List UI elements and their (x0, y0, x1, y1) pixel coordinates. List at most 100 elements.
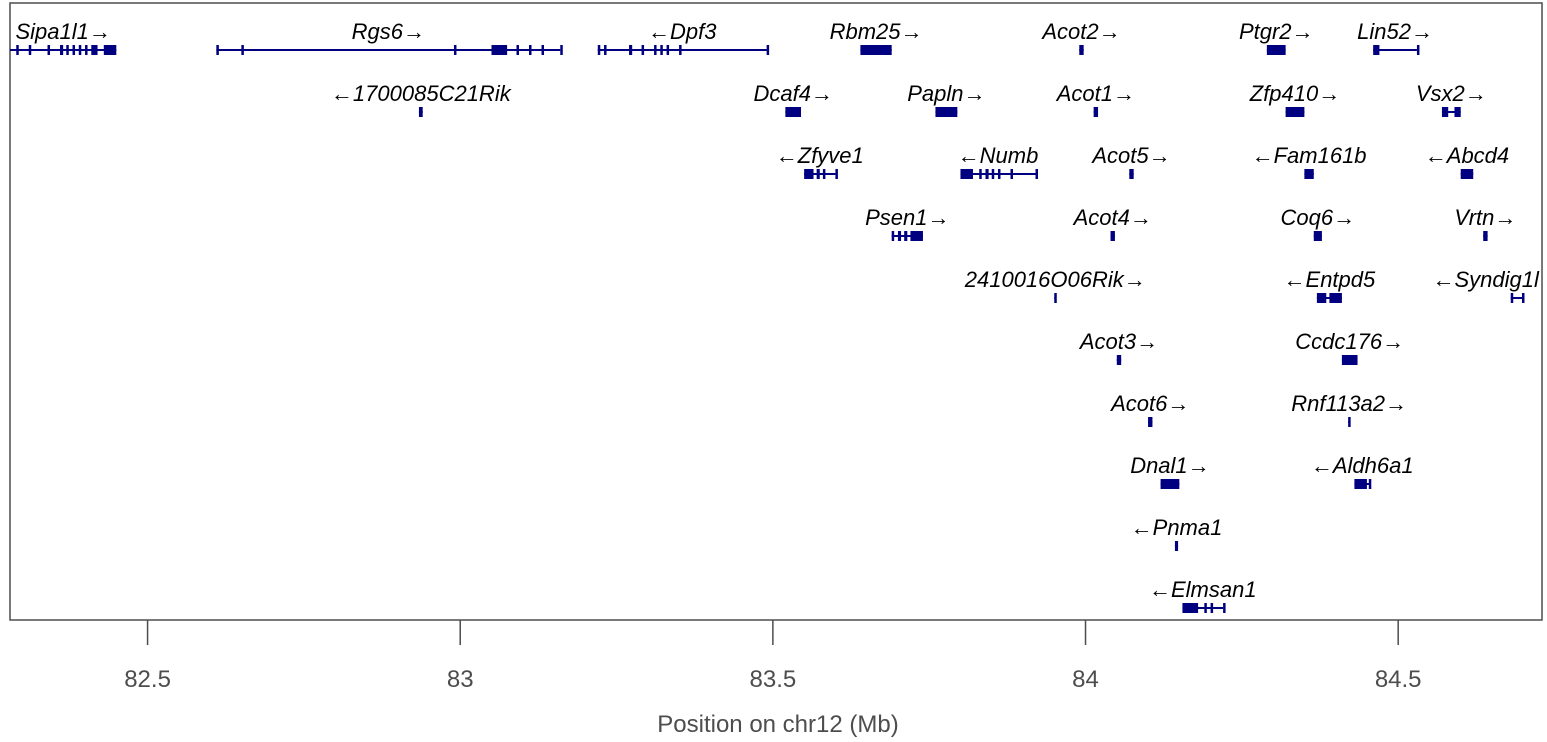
x-axis-title: Position on chr12 (Mb) (657, 711, 898, 738)
gene-acot1: Acot1→ (1055, 81, 1135, 117)
gene-psen1: Psen1→ (865, 205, 950, 241)
exon-mark (816, 169, 820, 179)
exon-mark (28, 45, 32, 55)
exon-mark (103, 45, 117, 55)
exon-mark (1093, 107, 1099, 117)
gene-label: ←Abcd4 (1425, 143, 1509, 168)
exon-mark (47, 45, 51, 55)
exon-mark (560, 45, 563, 55)
gene-ptgr2: Ptgr2→ (1239, 19, 1314, 55)
exon-mark (1110, 231, 1115, 241)
exon-mark (666, 45, 670, 55)
gene-label: ←Syndig1l (1432, 267, 1540, 292)
gene-rgs6: Rgs6→ (216, 19, 563, 55)
gene-label: ←Numb (958, 143, 1039, 168)
gene-label: Ptgr2→ (1239, 19, 1314, 44)
exon-mark (60, 45, 64, 55)
exon-mark (1266, 45, 1286, 55)
gene-zfyve1: ←Zfyve1 (776, 143, 864, 179)
exon-mark (997, 169, 1001, 179)
exon-mark (216, 45, 219, 55)
gene-label: Acot2→ (1040, 19, 1120, 44)
exon-mark (66, 45, 69, 55)
exon-mark (979, 169, 982, 179)
exon-mark (766, 45, 770, 55)
gene-syndig1l: ←Syndig1l (1432, 267, 1540, 303)
exon-mark (1441, 107, 1449, 117)
x-tick-label: 83 (447, 666, 474, 693)
exon-mark (679, 45, 682, 55)
gene-acot5: Acot5→ (1090, 143, 1171, 179)
gene-label: ←Aldh6a1 (1311, 453, 1414, 478)
genes-layer: Sipa1l1→ Rgs6→ ←Dpf3 Rbm25→ Acot2→ Ptgr2→ Lin5… (10, 19, 1540, 613)
gene-acot6: Acot6→ (1109, 391, 1189, 427)
exon-mark (541, 45, 545, 55)
gene-label: Ccdc176→ (1295, 329, 1404, 354)
gene-fam161b: ←Fam161b (1252, 143, 1367, 179)
exon-mark (91, 45, 98, 55)
exon-mark (935, 107, 958, 117)
exon-mark (1329, 293, 1342, 303)
exon-mark (1416, 45, 1420, 55)
exon-mark (1079, 45, 1084, 55)
exon-mark (1010, 169, 1013, 179)
exon-mark (660, 45, 663, 55)
exon-mark (1341, 355, 1358, 365)
exon-mark (1035, 169, 1039, 179)
exon-mark (516, 45, 519, 55)
gene-acot4: Acot4→ (1072, 205, 1152, 241)
gene-dpf3: ←Dpf3 (597, 19, 770, 55)
exon-mark (891, 231, 895, 241)
gene-ccdc176: Ccdc176→ (1295, 329, 1404, 365)
gene-vsx2: Vsx2→ (1416, 81, 1487, 117)
exon-mark (1483, 231, 1488, 241)
gene-lin52: Lin52→ (1357, 19, 1433, 55)
exon-mark (1354, 479, 1367, 489)
exon-mark (1160, 479, 1180, 489)
exon-mark (985, 169, 989, 179)
exon-mark (78, 45, 82, 55)
gene-label: Sipa1l1→ (15, 19, 110, 44)
exon-mark (960, 169, 973, 179)
exon-mark (991, 169, 995, 179)
gene-label: ←Zfyve1 (776, 143, 864, 168)
exon-mark (1054, 293, 1057, 303)
gene-label: ←Dpf3 (648, 19, 717, 44)
exon-mark (1174, 541, 1179, 551)
plot-frame (9, 2, 1543, 621)
gene-label: Dcaf4→ (753, 81, 832, 106)
gene-acot2: Acot2→ (1040, 19, 1121, 55)
exon-mark (629, 45, 633, 55)
gene-papln: Papln→ (907, 81, 986, 117)
exon-mark (491, 45, 508, 55)
gene-rnf113a2: Rnf113a2→ (1291, 391, 1407, 427)
gene-entpd5: ←Entpd5 (1284, 267, 1376, 303)
gene-dnal1: Dnal1→ (1130, 453, 1210, 489)
exon-mark (654, 45, 657, 55)
gene-numb: ←Numb (958, 143, 1039, 179)
exon-mark (641, 45, 645, 55)
exon-mark (604, 45, 607, 55)
exon-mark (1148, 417, 1153, 427)
exon-mark (597, 45, 601, 55)
gene-label: 2410016O06Rik→ (964, 267, 1146, 292)
gene-label: Acot3→ (1078, 329, 1158, 354)
exon-mark (85, 45, 88, 55)
gene-label: Vrtn→ (1454, 205, 1516, 230)
x-tick-label: 82.5 (124, 666, 171, 693)
exon-mark (910, 231, 923, 241)
gene-label: Dnal1→ (1130, 453, 1209, 478)
exon-mark (1210, 603, 1214, 613)
gene-sipa1l1: Sipa1l1→ (10, 19, 117, 55)
exon-mark (1116, 355, 1122, 365)
gene-label: Rgs6→ (352, 19, 425, 44)
x-axis: 82.5 83 83.5 84 84.5 (124, 620, 1422, 693)
gene-rbm25: Rbm25→ (830, 19, 923, 55)
gene-zfp410: Zfp410→ (1249, 81, 1340, 117)
gene-label: Coq6→ (1281, 205, 1356, 230)
gene-2410016o06rik: 2410016O06Rik→ (964, 267, 1146, 303)
gene-pnma1: ←Pnma1 (1131, 515, 1222, 551)
gene-dcaf4: Dcaf4→ (753, 81, 833, 117)
exon-mark (1348, 417, 1351, 427)
